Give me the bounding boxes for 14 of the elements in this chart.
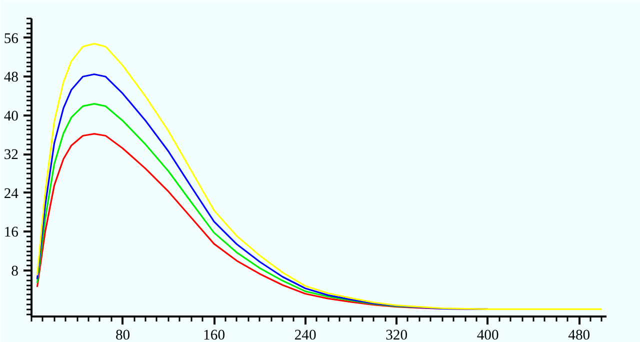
- x-tick-label: 160: [203, 328, 226, 342]
- y-tick-label: 40: [4, 108, 18, 124]
- y-tick-label: 16: [4, 224, 18, 241]
- y-tick-label: 48: [4, 70, 18, 86]
- x-tick-label: 400: [476, 328, 499, 342]
- y-tick-label: 56: [4, 30, 18, 47]
- x-tick-label: 320: [386, 328, 408, 342]
- y-tick-label: 24: [4, 186, 20, 202]
- x-tick-label: 80: [115, 328, 130, 342]
- x-tick-label: 480: [568, 328, 590, 342]
- x-tick-label: 240: [294, 328, 316, 342]
- y-tick-label: 8: [11, 263, 18, 280]
- line-series: [36, 42, 603, 310]
- y-tick-label: 32: [4, 147, 18, 164]
